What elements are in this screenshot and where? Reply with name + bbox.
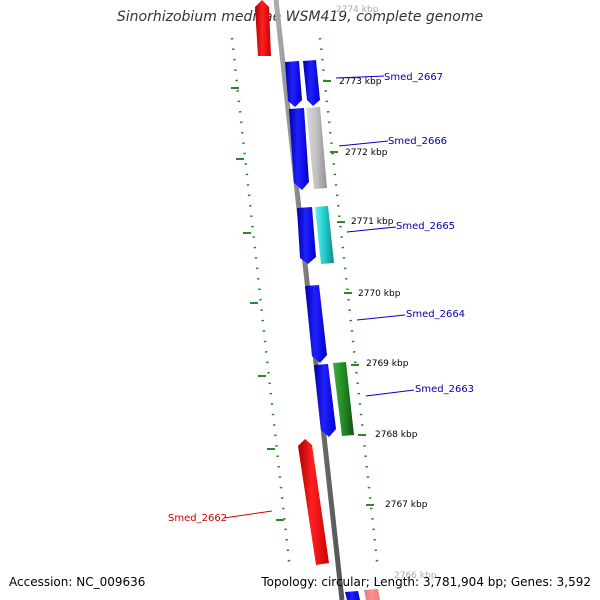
genome-stats-text: Topology: circular; Length: 3,781,904 bp… [261,575,591,589]
gene-label-smed-2666[interactable]: Smed_2666 [388,136,447,147]
gene-arrow[interactable] [297,207,316,264]
tick-label: 2772 kbp [345,148,388,158]
forward-strand-genes [303,60,380,600]
gene-label-smed-2662[interactable]: Smed_2662 [168,513,227,524]
gene-label-smed-2667[interactable]: Smed_2667 [384,72,443,83]
gene-arrow[interactable] [364,589,380,600]
gene-arrow[interactable] [305,285,327,363]
inner-ruler [230,37,292,571]
gene-arrow[interactable] [314,364,336,437]
gene-arrow[interactable] [315,206,334,264]
map-title: Sinorhizobium medicae WSM419, complete g… [116,9,484,25]
label-leaders [223,75,415,519]
gene-arrow[interactable] [285,61,302,107]
gene-label-smed-2664[interactable]: Smed_2664 [406,309,465,320]
gene-arrow[interactable] [306,107,327,189]
tick-label: 2771 kbp [351,217,394,227]
gene-arrow[interactable] [333,362,354,436]
tick-label: 2773 kbp [339,77,382,87]
gene-arrow[interactable] [255,0,271,56]
gene-label-smed-2665[interactable]: Smed_2665 [396,221,455,232]
tick-label: 2768 kbp [375,430,418,440]
gene-arrow[interactable] [303,60,320,106]
gene-label-smed-2663[interactable]: Smed_2663 [415,384,474,395]
reverse-strand-genes [255,0,360,600]
tick-marks [323,80,374,506]
gene-arrow[interactable] [298,439,329,565]
tick-label: 2769 kbp [366,359,409,369]
accession-text: Accession: NC_009636 [9,575,146,589]
tick-label: 2770 kbp [358,289,401,299]
tick-label: 2766 kbp [394,571,437,581]
gene-arrow[interactable] [345,591,360,600]
tick-label: 2767 kbp [385,500,428,510]
tick-label: 2774 kbp [336,5,379,15]
gene-arrow[interactable] [289,108,309,190]
